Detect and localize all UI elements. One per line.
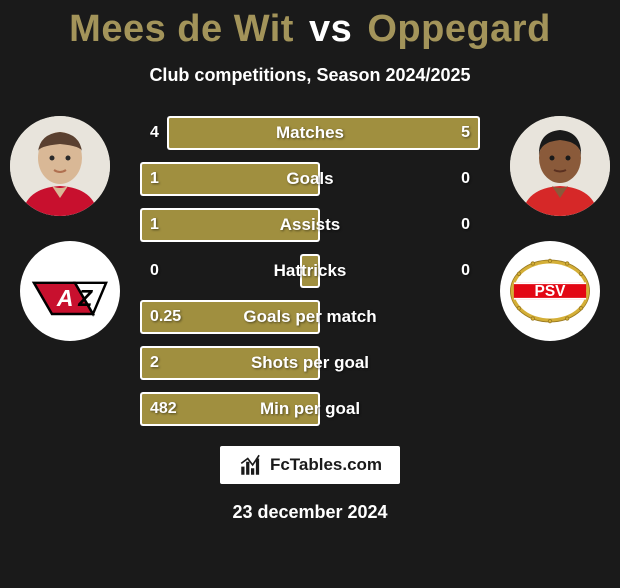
vs-text: vs	[309, 8, 352, 50]
stat-right-value: 0	[451, 254, 480, 288]
stat-left-value: 4	[140, 116, 169, 150]
svg-text:Z: Z	[77, 285, 93, 311]
stat-label: Matches	[276, 116, 344, 150]
player2-name: Oppegard	[367, 8, 550, 50]
date-text: 23 december 2024	[0, 502, 620, 523]
stat-label: Hattricks	[274, 254, 347, 288]
stat-right-value	[460, 300, 480, 334]
stat-row: 4 5 Matches	[140, 116, 480, 150]
stat-right-value	[460, 346, 480, 380]
stat-right-value: 5	[451, 116, 480, 150]
stat-row: 1 0 Assists	[140, 208, 480, 242]
stat-left-value: 482	[140, 392, 187, 426]
stat-label: Assists	[280, 208, 340, 242]
stat-label: Min per goal	[260, 392, 360, 426]
stat-label: Goals per match	[243, 300, 376, 334]
stat-right-value	[460, 392, 480, 426]
stat-row: 2 Shots per goal	[140, 346, 480, 380]
stat-bars: 4 5 Matches 1 0 Goals 1 0 Assists 0 0 Hattricks 0.25…	[140, 116, 480, 426]
stat-right-value: 0	[451, 162, 480, 196]
stat-left-value: 0	[140, 254, 169, 288]
stat-row: 1 0 Goals	[140, 162, 480, 196]
subtitle: Club competitions, Season 2024/2025	[0, 65, 620, 86]
stat-label: Goals	[286, 162, 333, 196]
comparison-title: Mees de Wit vs Oppegard	[0, 8, 620, 51]
player2-club-badge: PSV	[500, 241, 600, 341]
player1-avatar	[10, 116, 110, 216]
chart-icon	[238, 452, 264, 478]
stat-label: Shots per goal	[251, 346, 369, 380]
comparison-content: A Z PSV 4 5 Matches 1 0 Goals 1 0 Assists 0 0 Hattr…	[0, 116, 620, 426]
player2-avatar	[510, 116, 610, 216]
stat-right-half: 0	[310, 162, 480, 196]
stat-left-half: 1	[140, 162, 310, 196]
player1-name: Mees de Wit	[69, 8, 294, 50]
watermark-text: FcTables.com	[270, 455, 382, 475]
watermark: FcTables.com	[220, 446, 400, 484]
stat-left-value: 1	[140, 162, 169, 196]
svg-text:PSV: PSV	[535, 283, 567, 300]
stat-row: 482 Min per goal	[140, 392, 480, 426]
player1-club-badge: A Z	[20, 241, 120, 341]
stat-row: 0.25 Goals per match	[140, 300, 480, 334]
stat-left-value: 2	[140, 346, 169, 380]
svg-text:A: A	[56, 285, 74, 311]
stat-left-value: 0.25	[140, 300, 191, 334]
stat-row: 0 0 Hattricks	[140, 254, 480, 288]
stat-left-value: 1	[140, 208, 169, 242]
stat-right-value: 0	[451, 208, 480, 242]
